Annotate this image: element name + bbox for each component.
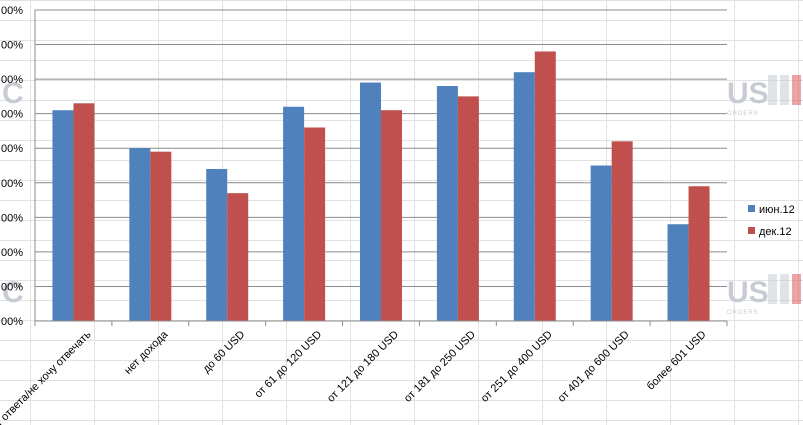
x-tick-label: от 251 до 400 USD [479, 329, 555, 405]
x-tick-label: от 401 до 600 USD [556, 329, 632, 405]
y-tick-label: 1,00% [0, 281, 23, 293]
bar [73, 103, 95, 321]
bar [688, 186, 710, 321]
y-tick-label: 6,00% [0, 109, 23, 121]
bar [457, 96, 479, 321]
watermark-text-right: US [727, 77, 769, 110]
legend-swatch [748, 205, 755, 212]
y-tick-label: 2,00% [0, 247, 23, 259]
y-tick-label: 4,00% [0, 178, 23, 190]
x-tick-label: более 601 USD [645, 329, 709, 393]
x-tick-label: от 181 до 250 USD [402, 329, 478, 405]
y-axis-tick-labels: 0,00% 1,00% 2,00% 3,00% 4,00% 5,00% 6,00% 7,00%… [0, 5, 23, 328]
watermark-small-text: ORDERS [727, 111, 759, 117]
watermark-logo-block [768, 274, 777, 304]
watermark-logo-block [792, 75, 801, 105]
bar [360, 82, 381, 321]
bar [513, 72, 535, 321]
legend-label: дек.12 [759, 226, 792, 238]
bar [436, 86, 458, 322]
watermark-text-left: C [2, 276, 24, 309]
x-tick-label: нет ответа/не хочу отвечать [0, 328, 94, 425]
watermark-text-right: US [727, 276, 769, 309]
x-axis-tick-labels: нет ответа/не хочу отвечать нет дохода до … [0, 328, 709, 425]
bar [129, 148, 151, 321]
watermark-logo-block [780, 274, 789, 304]
watermark-logo-block [780, 75, 789, 105]
chart-bars [52, 51, 710, 322]
watermark-small-text: ORDERS [727, 310, 759, 316]
legend-label: июн.12 [759, 204, 795, 216]
bar [227, 193, 249, 321]
x-tick-label: до 60 USD [201, 329, 248, 376]
bar [150, 151, 172, 321]
watermark-logo-block [768, 75, 777, 105]
x-tick-label: нет дохода [122, 328, 171, 377]
chart-legend: июн.12 дек.12 [748, 204, 795, 238]
bar [52, 110, 74, 321]
y-tick-label: 7,00% [0, 74, 23, 86]
bar [534, 51, 556, 321]
watermark-text-left: C [2, 77, 24, 110]
y-tick-label: 0,00% [0, 316, 23, 328]
bar [381, 110, 402, 321]
x-tick-label: от 121 до 180 USD [325, 329, 401, 405]
bar [590, 165, 612, 321]
y-tick-label: 5,00% [0, 143, 23, 155]
y-tick-label: 8,00% [0, 40, 23, 52]
bar [304, 127, 326, 321]
bar [283, 106, 305, 321]
watermark-logo-block [792, 274, 801, 304]
legend-swatch [748, 227, 755, 234]
bar [206, 168, 228, 321]
x-tick-label: от 61 до 120 USD [252, 329, 324, 401]
y-tick-label: 3,00% [0, 212, 23, 224]
y-tick-label: 9,00% [0, 5, 23, 17]
bar [667, 224, 689, 321]
bar [611, 141, 633, 321]
chart-axes [34, 10, 728, 326]
